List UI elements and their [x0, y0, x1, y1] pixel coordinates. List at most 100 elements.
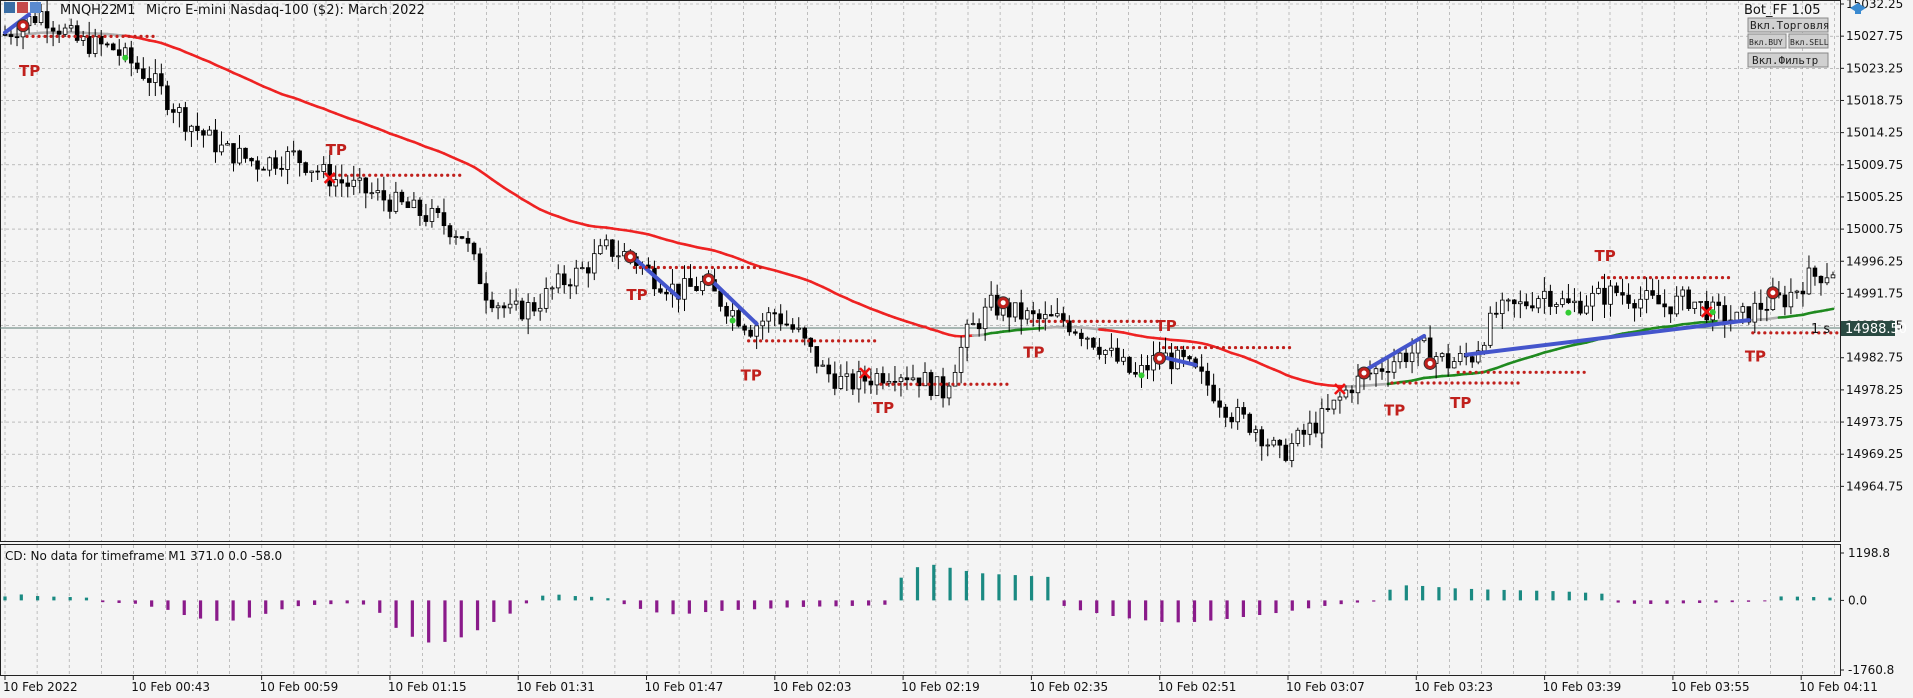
tp-level-dot [133, 34, 137, 39]
cd-bar [1795, 596, 1800, 601]
candle-body [1295, 429, 1301, 444]
cd-bar [818, 600, 822, 607]
price-tick-label: 14991.75 [1846, 286, 1903, 300]
candle-body [189, 125, 194, 132]
candle-body [363, 177, 369, 194]
tp-level-dot [1534, 370, 1538, 374]
candle-body [38, 11, 44, 23]
candle-body [1554, 304, 1559, 307]
tp-level-dot [891, 382, 895, 386]
candle-body [1277, 439, 1283, 446]
cd-bar [557, 594, 561, 601]
tp-level-dot [945, 382, 949, 386]
candle-body [844, 373, 850, 377]
candle-body [489, 299, 495, 309]
toggle-trading-button[interactable]: Вкл.Торговля [1747, 17, 1829, 33]
tp-level-dot [1690, 276, 1695, 280]
candle-body [1518, 301, 1523, 305]
tp-level-dot [921, 382, 925, 386]
cd-bar [981, 573, 985, 601]
signal-marker-center [1770, 290, 1776, 296]
cd-bar [1698, 600, 1702, 603]
menu-icon[interactable] [4, 2, 15, 13]
cd-bar [671, 600, 675, 615]
tp-level-dot [1161, 345, 1166, 350]
tp-level-dot [380, 173, 384, 177]
cd-bar [752, 600, 757, 610]
tp-level-dot [1823, 331, 1827, 335]
candle-body [1319, 408, 1325, 434]
symbol-label: MNQH22 [60, 3, 118, 18]
price-tick-label: 15027.75 [1846, 29, 1903, 43]
candle-body [441, 212, 447, 227]
tp-level-dot [1751, 331, 1755, 335]
toggle-sell-button[interactable]: Вкл.SELL [1788, 33, 1829, 49]
toggle-buy-label: Вкл.BUY [1749, 38, 1783, 47]
window-icon[interactable] [30, 2, 41, 13]
candle-body [1758, 302, 1764, 310]
tp-level-dot [873, 339, 877, 343]
tp-level-dot [1083, 319, 1087, 323]
candle-body [1379, 368, 1385, 372]
candle-body [249, 157, 254, 162]
candle-body [116, 49, 122, 56]
tp-level-dot [1185, 345, 1190, 350]
toggle-filter-button[interactable]: Вкл.Фильтр [1747, 52, 1829, 68]
cd-bar [541, 595, 545, 601]
candles [2, 0, 1836, 468]
candle-body [1536, 298, 1541, 309]
cd-bar [133, 600, 137, 604]
cd-bar [3, 596, 7, 601]
candle-body [1187, 356, 1192, 360]
tp-level-dot [61, 34, 65, 39]
signal-overlay: TP TP TP TP TP TP TP TP TP TP TP [3, 12, 1881, 419]
candle-body [381, 190, 387, 201]
signal-marker-center [706, 277, 712, 283]
cd-bar [1437, 587, 1441, 601]
price-tick-label: 15005.25 [1846, 190, 1903, 204]
moving-average-line [3, 30, 1835, 388]
candle-body [495, 305, 501, 309]
close-icon[interactable] [17, 2, 28, 13]
candle-body [555, 273, 561, 289]
tp-level-dot [686, 265, 690, 270]
tp-level-dot [91, 34, 95, 39]
tp-level-dot [1071, 319, 1075, 323]
tp-level-dot [1221, 345, 1226, 350]
time-tick-label: 10 Feb 01:47 [645, 680, 724, 694]
trend-line [1361, 333, 1427, 373]
signal-marker-center [1157, 355, 1163, 361]
tp-level-dot [1811, 331, 1815, 335]
candle-body [44, 11, 50, 29]
cd-bar [834, 600, 838, 607]
candle-body [850, 373, 856, 390]
candle-body [586, 267, 591, 274]
tp-level-dot [1107, 319, 1111, 323]
tp-level-dot [1444, 381, 1448, 385]
tp-level-dot [398, 173, 402, 177]
toggle-buy-button[interactable]: Вкл.BUY [1747, 33, 1787, 49]
candle-body [297, 150, 302, 164]
candle-body [86, 36, 92, 54]
cd-bar [1062, 600, 1066, 606]
candle-body [592, 253, 597, 274]
tp-level-dot [1492, 370, 1496, 374]
candle-body [1121, 356, 1126, 362]
cd-bar [948, 567, 952, 601]
tp-level-dot [710, 265, 714, 270]
tp-level-dot [1763, 331, 1767, 335]
signal-marker-center [1361, 370, 1367, 376]
tp-level-dot [1035, 319, 1039, 323]
candle-body [405, 201, 411, 209]
tp-level-dot [43, 34, 47, 39]
tp-level-dot [951, 382, 955, 386]
tp-level-dot [752, 265, 756, 270]
price-tick-label: 14964.75 [1846, 479, 1903, 493]
candle-body [8, 34, 14, 38]
candle-body [868, 380, 874, 386]
candle-body [1650, 290, 1655, 296]
tp-level-dot [1654, 276, 1659, 280]
tp-level-dot [55, 34, 59, 39]
cd-bar [166, 600, 170, 610]
